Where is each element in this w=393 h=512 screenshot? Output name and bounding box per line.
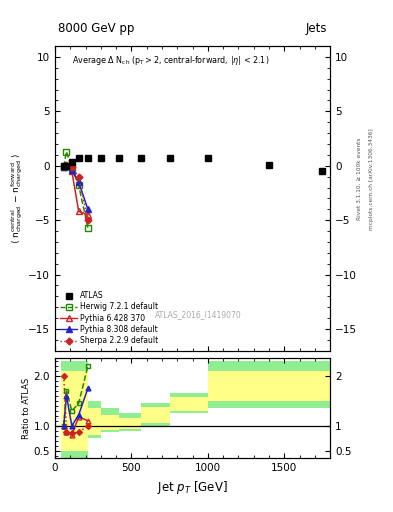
Pythia 6.428 370	[61, 163, 66, 169]
Line: Pythia 6.428 370: Pythia 6.428 370	[61, 163, 91, 218]
Line: Sherpa 2.2.9 default: Sherpa 2.2.9 default	[61, 162, 90, 223]
X-axis label: Jet $p_T$ [GeV]: Jet $p_T$ [GeV]	[157, 479, 228, 496]
Text: 8000 GeV pp: 8000 GeV pp	[58, 23, 134, 35]
Pythia 8.308 default	[86, 206, 90, 212]
Pythia 6.428 370	[70, 168, 74, 174]
Herwig 7.2.1 default	[61, 164, 66, 170]
Pythia 8.308 default	[70, 167, 74, 173]
Sherpa 2.2.9 default	[70, 164, 74, 170]
Text: Jets: Jets	[306, 23, 327, 35]
Text: Rivet 3.1.10, ≥ 100k events: Rivet 3.1.10, ≥ 100k events	[357, 138, 362, 221]
Text: mcplots.cern.ch [arXiv:1306.3436]: mcplots.cern.ch [arXiv:1306.3436]	[369, 129, 374, 230]
Sherpa 2.2.9 default	[86, 217, 90, 223]
Pythia 6.428 370	[64, 163, 69, 169]
Text: ATLAS_2016_I1419070: ATLAS_2016_I1419070	[155, 310, 241, 318]
Text: Average $\Delta$ N$_{\rm ch}$ (p$_{\rm T}$$>$2, central-forward, |$\eta$| < 2.1): Average $\Delta$ N$_{\rm ch}$ (p$_{\rm T…	[72, 54, 269, 67]
Y-axis label: $\langle$ n$^{\rm central}_{\rm charged}$ $-$ n$^{\rm forward}_{\rm charged}$ $\: $\langle$ n$^{\rm central}_{\rm charged}…	[10, 153, 26, 244]
Herwig 7.2.1 default	[64, 148, 69, 155]
Sherpa 2.2.9 default	[61, 163, 66, 169]
Herwig 7.2.1 default	[86, 225, 90, 231]
Line: Pythia 8.308 default: Pythia 8.308 default	[61, 163, 91, 212]
Herwig 7.2.1 default	[70, 165, 74, 171]
Pythia 8.308 default	[64, 163, 69, 169]
Line: Herwig 7.2.1 default: Herwig 7.2.1 default	[61, 148, 91, 231]
Sherpa 2.2.9 default	[76, 174, 81, 180]
Pythia 8.308 default	[61, 164, 66, 170]
Pythia 6.428 370	[76, 208, 81, 215]
Herwig 7.2.1 default	[76, 182, 81, 188]
Pythia 6.428 370	[86, 211, 90, 218]
Legend: ATLAS, Herwig 7.2.1 default, Pythia 6.428 370, Pythia 8.308 default, Sherpa 2.2.: ATLAS, Herwig 7.2.1 default, Pythia 6.42…	[59, 290, 160, 347]
Pythia 8.308 default	[76, 179, 81, 185]
Y-axis label: Ratio to ATLAS: Ratio to ATLAS	[22, 378, 31, 439]
Sherpa 2.2.9 default	[64, 162, 69, 168]
